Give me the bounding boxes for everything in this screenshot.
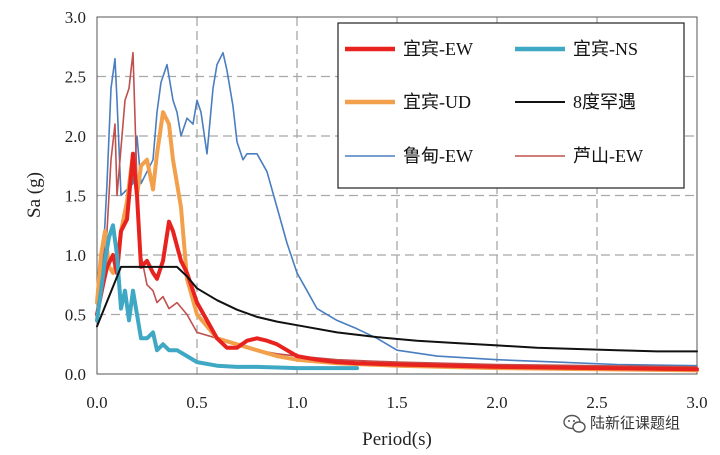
legend-label-yibin-ns: 宜宾-NS xyxy=(573,39,638,59)
x-tick-label: 3.0 xyxy=(686,393,707,412)
y-tick-label: 1.0 xyxy=(65,246,86,265)
x-tick-label: 2.5 xyxy=(586,393,607,412)
axis-ticks: 0.0 0.5 1.0 1.5 2.0 2.5 3.0 0.0 0.5 1.0 1.5 2.0 2.5 3… xyxy=(65,8,708,412)
legend-label-yibin-ew: 宜宾-EW xyxy=(403,39,473,59)
plot-border xyxy=(96,16,698,375)
y-axis-label: Sa (g) xyxy=(24,172,45,218)
plot-frame xyxy=(96,16,698,375)
series-line-design-8-rare xyxy=(96,265,698,353)
watermark: 陆新征课题组 xyxy=(563,414,680,433)
series-lines xyxy=(95,51,699,373)
y-tick-label: 3.0 xyxy=(65,8,86,27)
y-tick-label: 0.5 xyxy=(65,306,86,325)
legend-box xyxy=(337,22,685,189)
wechat-icon xyxy=(563,414,586,433)
x-axis-label: Period(s) xyxy=(362,429,432,450)
legend-label-design-8-rare: 8度罕遇 xyxy=(573,92,636,112)
watermark-text: 陆新征课题组 xyxy=(590,414,680,432)
x-tick-label: 1.5 xyxy=(386,393,407,412)
x-tick-label: 0.0 xyxy=(86,393,107,412)
y-tick-label: 0.0 xyxy=(65,365,86,384)
x-tick-label: 0.5 xyxy=(186,393,207,412)
legend-label-yibin-ud: 宜宾-UD xyxy=(403,92,471,112)
y-tick-label: 2.5 xyxy=(65,68,86,87)
series-line-yibin-ew xyxy=(95,151,699,372)
legend-label-ludian-ew: 鲁甸-EW xyxy=(403,146,473,166)
x-tick-label: 1.0 xyxy=(286,393,307,412)
series-line-yibin-ns xyxy=(95,223,359,371)
x-tick-label: 2.0 xyxy=(486,393,507,412)
y-tick-label: 1.5 xyxy=(65,187,86,206)
y-tick-label: 2.0 xyxy=(65,127,86,146)
legend-label-lushan-ew: 芦山-EW xyxy=(573,146,643,166)
